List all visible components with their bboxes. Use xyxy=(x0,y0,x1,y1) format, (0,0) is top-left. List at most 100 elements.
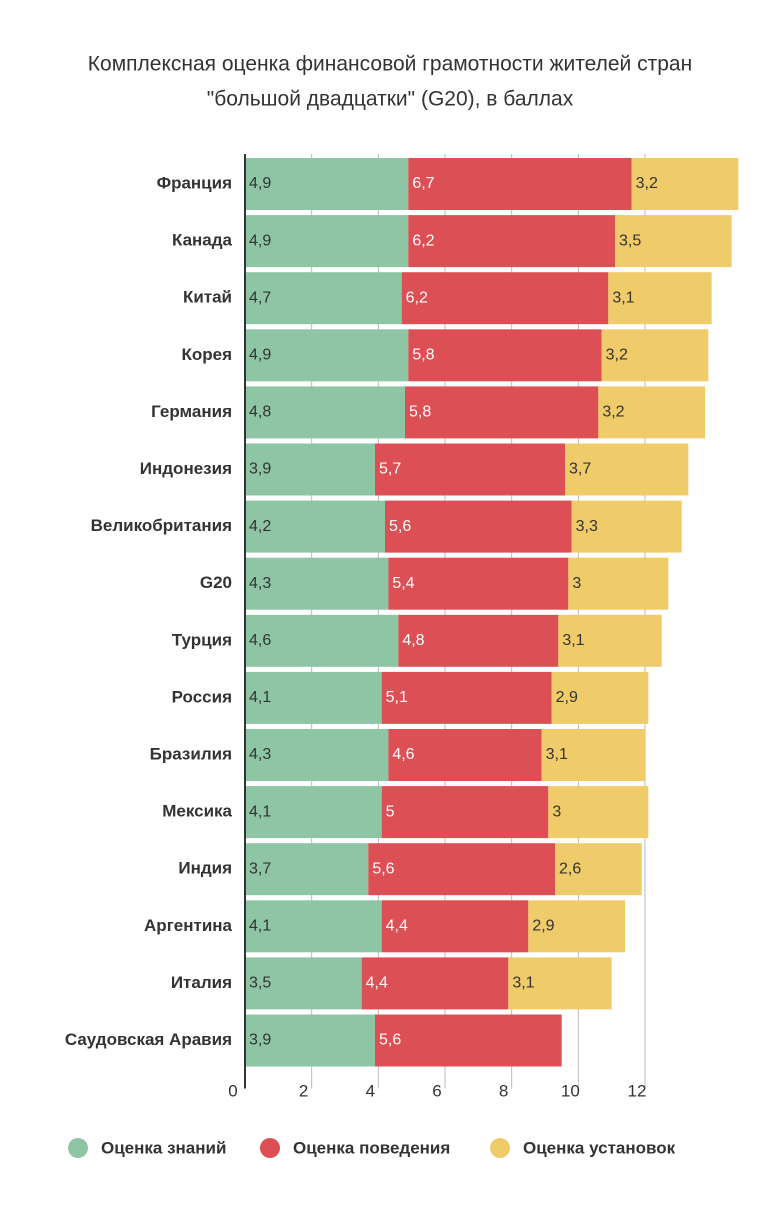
value-label: 5,8 xyxy=(412,347,434,364)
value-label: 5,8 xyxy=(409,404,431,421)
bar-segment xyxy=(398,614,559,667)
bar-segment xyxy=(245,1014,375,1067)
bar-segment xyxy=(508,957,612,1010)
value-label: 4,4 xyxy=(386,918,408,935)
y-tick-label: Канада xyxy=(172,231,233,250)
legend-label: Оценка поведения xyxy=(293,1138,450,1157)
x-tick-label: 12 xyxy=(628,1081,647,1100)
value-label: 3,1 xyxy=(546,746,568,763)
value-label: 4,7 xyxy=(249,289,271,306)
bar-segment xyxy=(408,329,602,382)
bar-segment xyxy=(405,386,599,439)
value-label: 4,6 xyxy=(392,746,414,763)
value-label: 4,9 xyxy=(249,175,271,192)
bar-segment xyxy=(245,843,369,896)
value-label: 4,1 xyxy=(249,918,271,935)
value-label: 5,4 xyxy=(392,575,414,592)
bar-segment xyxy=(381,671,552,724)
bar-segment xyxy=(245,557,389,610)
value-label: 5 xyxy=(386,803,395,820)
bar-segment xyxy=(555,843,642,896)
value-label: 3 xyxy=(572,575,581,592)
bar-segment xyxy=(551,671,649,724)
value-label: 4,3 xyxy=(249,575,271,592)
x-tick-label: 0 xyxy=(228,1081,237,1100)
y-tick-label: Италия xyxy=(171,973,232,992)
bar-segment xyxy=(361,957,509,1010)
bar-segment xyxy=(601,329,709,382)
bar-segment xyxy=(401,272,609,325)
value-label: 6,2 xyxy=(412,232,434,249)
bar-segment xyxy=(408,158,632,210)
value-label: 3,2 xyxy=(636,175,658,192)
value-label: 5,6 xyxy=(379,1032,401,1049)
x-tick-label: 10 xyxy=(561,1081,580,1100)
bar-segment xyxy=(245,671,382,724)
y-tick-label: Бразилия xyxy=(150,744,232,763)
y-tick-label: Германия xyxy=(151,402,232,421)
legend-label: Оценка знаний xyxy=(101,1138,226,1157)
bar-segment xyxy=(548,786,649,839)
chart-title-line2: "большой двадцатки" (G20), в баллах xyxy=(207,88,574,111)
value-label: 3 xyxy=(552,803,561,820)
value-label: 6,2 xyxy=(406,289,428,306)
value-label: 6,7 xyxy=(412,175,434,192)
value-label: 3,9 xyxy=(249,461,271,478)
x-tick-label: 8 xyxy=(499,1081,508,1100)
value-label: 3,7 xyxy=(249,860,271,877)
bar-segment xyxy=(245,443,375,496)
value-label: 4,8 xyxy=(402,632,424,649)
bar-segment xyxy=(558,614,662,667)
value-label: 3,1 xyxy=(512,975,534,992)
bar-segment xyxy=(388,557,569,610)
value-label: 2,9 xyxy=(556,689,578,706)
bar-segment xyxy=(598,386,705,439)
x-tick-label: 4 xyxy=(366,1081,375,1100)
x-tick-label: 6 xyxy=(432,1081,441,1100)
bar-segment xyxy=(245,386,405,439)
value-label: 3,3 xyxy=(576,518,598,535)
value-label: 3,7 xyxy=(569,461,591,478)
bar-segment xyxy=(245,158,409,210)
bar-segment xyxy=(631,158,739,210)
y-tick-label: Россия xyxy=(172,687,232,706)
value-label: 5,6 xyxy=(389,518,411,535)
y-tick-label: Франция xyxy=(157,173,232,192)
value-label: 5,1 xyxy=(386,689,408,706)
value-label: 4,3 xyxy=(249,746,271,763)
bar-segment xyxy=(385,500,572,553)
bar-segment xyxy=(245,500,385,553)
value-label: 2,6 xyxy=(559,860,581,877)
value-label: 4,1 xyxy=(249,803,271,820)
bar-segment xyxy=(245,614,399,667)
bar-segment xyxy=(571,500,682,553)
bar-segment xyxy=(245,272,402,325)
y-tick-label: Великобритания xyxy=(91,516,232,535)
bar-segment xyxy=(245,786,382,839)
bar-segment xyxy=(381,786,549,839)
value-label: 3,2 xyxy=(602,404,624,421)
y-tick-label: Аргентина xyxy=(144,916,233,935)
value-label: 5,7 xyxy=(379,461,401,478)
x-tick-label: 2 xyxy=(299,1081,308,1100)
y-tick-label: Саудовская Аравия xyxy=(65,1030,232,1049)
value-label: 3,1 xyxy=(612,289,634,306)
bar-segment xyxy=(245,729,389,781)
bar-segment xyxy=(541,729,645,781)
value-label: 2,9 xyxy=(532,918,554,935)
legend-marker xyxy=(68,1138,88,1158)
bar-segment xyxy=(528,900,625,953)
value-label: 4,1 xyxy=(249,689,271,706)
bar-segment xyxy=(368,843,555,896)
bar-segment xyxy=(245,900,382,953)
bar-segment xyxy=(245,957,362,1010)
value-label: 3,2 xyxy=(606,347,628,364)
value-label: 4,2 xyxy=(249,518,271,535)
legend-label: Оценка установок xyxy=(523,1138,676,1157)
value-label: 4,6 xyxy=(249,632,271,649)
legend-marker xyxy=(260,1138,280,1158)
bar-segment xyxy=(408,215,615,268)
bar-segment xyxy=(375,443,565,496)
value-label: 3,9 xyxy=(249,1032,271,1049)
